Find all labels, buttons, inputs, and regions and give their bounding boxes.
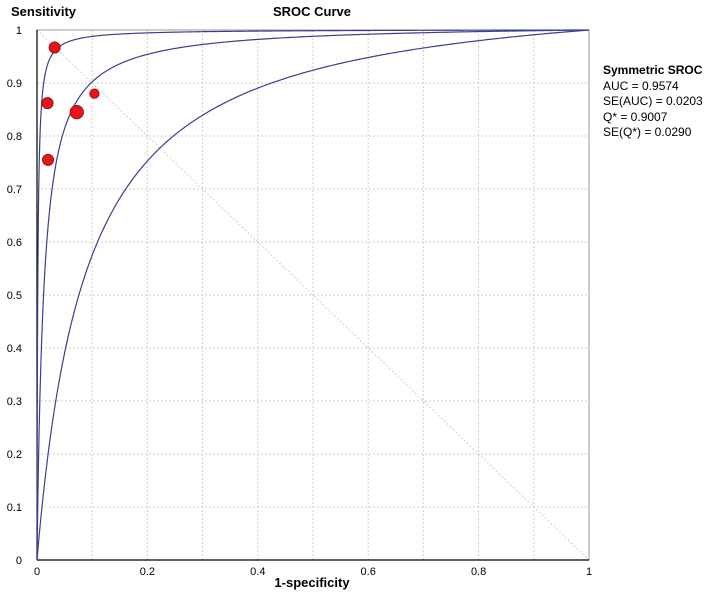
x-tick-label: 0.2 (140, 566, 155, 578)
x-tick-label: 0 (34, 566, 40, 578)
y-tick-label: 1 (16, 25, 22, 37)
x-tick-label: 0.6 (361, 566, 376, 578)
y-axis-label: Sensitivity (11, 4, 77, 19)
grid (37, 30, 589, 560)
y-tick-label: 0.7 (7, 184, 22, 196)
legend: Symmetric SROC AUC = 0.9574 SE(AUC) = 0.… (603, 63, 703, 141)
y-tick-labels: 0 0.1 0.2 0.3 0.4 0.5 0.6 0.7 0.8 0.9 1 (7, 25, 22, 567)
x-axis-label: 1-specificity (274, 575, 350, 590)
x-tick-label: 0.8 (471, 566, 486, 578)
sroc-upper-ci-curve (36, 29, 589, 560)
diagonal-reference-line (36, 29, 590, 561)
y-tick-label: 0.6 (7, 237, 22, 249)
y-tick-label: 0.2 (7, 449, 22, 461)
study-point (42, 153, 55, 166)
study-point (69, 105, 84, 120)
legend-line: SE(AUC) = 0.0203 (603, 94, 703, 108)
y-tick-label: 0.8 (7, 131, 22, 143)
legend-line: AUC = 0.9574 (603, 78, 679, 93)
chart-title: SROC Curve (273, 4, 351, 19)
y-tick-label: 0.1 (7, 502, 22, 514)
y-tick-label: 0 (16, 555, 22, 567)
y-tick-label: 0.3 (7, 396, 22, 408)
y-tick-label: 0.9 (7, 78, 22, 90)
study-point (48, 41, 61, 54)
study-point (89, 88, 100, 99)
legend-title: Symmetric SROC (603, 63, 703, 77)
diagonal-line (36, 29, 590, 561)
legend-line: Q* = 0.9007 (603, 109, 668, 124)
study-point (41, 97, 54, 110)
x-tick-label: 0.4 (250, 566, 265, 578)
x-tick-label: 1 (586, 566, 592, 578)
curves (36, 29, 590, 561)
x-tick-labels: 0 0.2 0.4 0.6 0.8 1 (34, 566, 592, 578)
legend-line: SE(Q*) = 0.0290 (603, 125, 692, 139)
sroc-curve (36, 29, 590, 560)
sroc-lower-ci-curve (36, 29, 590, 561)
y-tick-label: 0.4 (7, 343, 22, 355)
y-tick-label: 0.5 (7, 290, 22, 302)
points (41, 41, 100, 166)
